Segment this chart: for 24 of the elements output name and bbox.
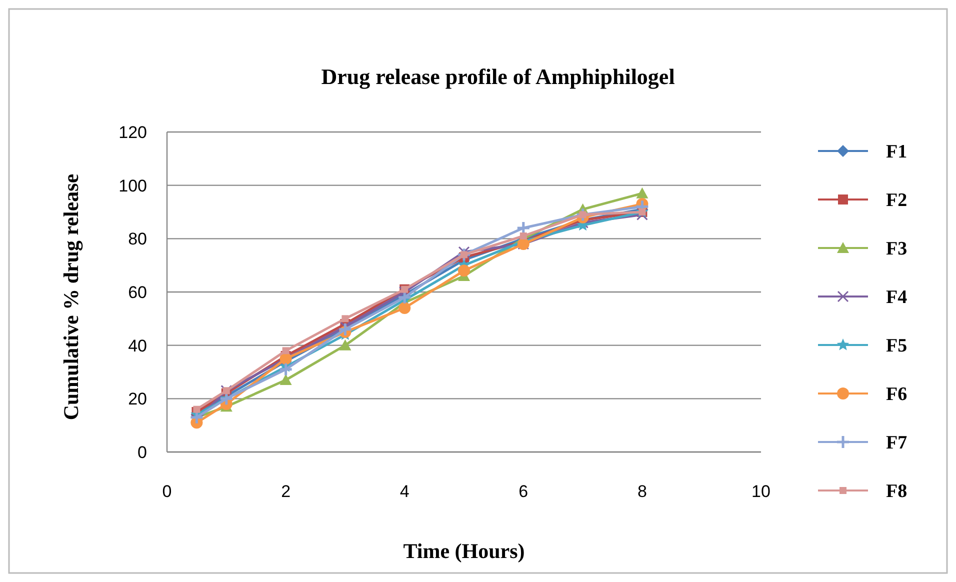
x-tick-label: 10 [752,482,770,501]
y-tick-label: 60 [128,282,147,302]
legend-label: F7 [886,432,908,454]
legend-label: F5 [886,336,908,357]
x-tick-label: 6 [518,482,528,501]
y-tick-label: 80 [128,230,147,249]
x-tick-label: 2 [281,482,291,501]
y-tick-label: 40 [128,336,147,356]
y-tick-label: 120 [118,122,147,142]
legend-label: F3 [886,238,908,260]
legend-label: F1 [886,142,908,163]
y-axis-title: Cumulative % drug release [59,174,83,420]
y-tick-label: 20 [128,390,147,409]
y-tick-label: 0 [138,442,147,462]
legend-label: F2 [886,190,908,212]
y-tick-label: 100 [118,176,147,196]
chart-title: Drug release profile of Amphiphilogel [321,64,675,89]
x-tick-label: 4 [400,482,410,501]
x-axis-title: Time (Hours) [403,539,525,563]
legend-label: F8 [886,481,908,502]
x-tick-label: 0 [162,482,172,501]
x-tick-label: 8 [637,482,647,501]
legend-label: F6 [886,384,908,406]
legend-label: F4 [886,287,908,308]
